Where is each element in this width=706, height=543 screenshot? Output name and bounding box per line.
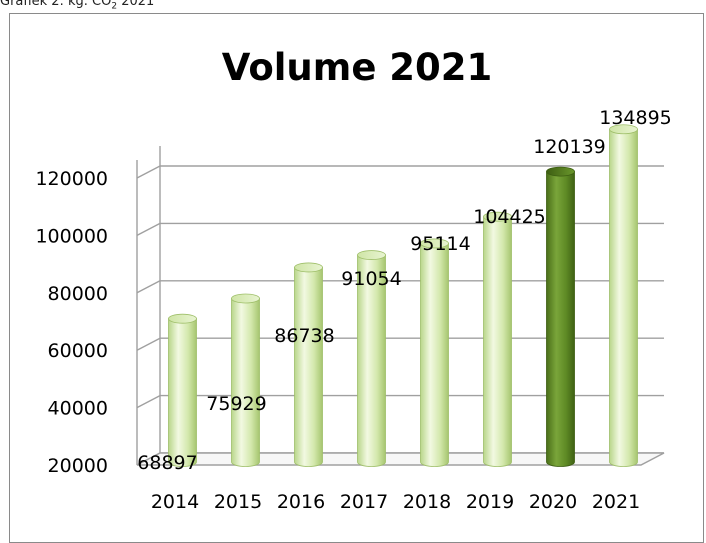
bar-top [231,293,260,304]
bar [231,293,260,467]
bar-top [483,211,512,222]
bar [483,211,512,467]
y-tick-labels: 20000 40000 60000 80000 100000 120000 [35,168,108,477]
data-label: 104425 [473,206,546,228]
bar [609,124,638,467]
x-tick-labels: 2014 2015 2016 2017 2018 2019 2020 2021 [151,491,640,513]
figure-caption: Grafiek 2: kg. CO2 2021 [0,0,155,12]
x-tick-label: 2015 [214,491,262,513]
bar-body [546,171,575,467]
bar [357,250,386,467]
bar-top [357,250,386,260]
x-tick-label: 2018 [403,491,451,513]
bar [420,238,449,467]
bar-top [294,262,323,273]
bar [168,313,197,467]
gridline-connector [136,222,161,237]
bars [168,124,638,467]
data-label: 86738 [274,325,334,347]
x-tick-label: 2021 [592,491,640,513]
chart-floor [136,452,665,466]
data-label: 91054 [341,268,401,290]
data-label: 75929 [206,393,266,415]
bar-body [483,216,512,467]
y-tick-label: 60000 [48,340,108,362]
x-tick-label: 2017 [340,491,388,513]
bar-body [294,267,323,467]
bar-top [420,238,449,249]
bar-top [546,166,575,177]
gridline-connector [136,337,161,351]
bar-body [168,318,197,467]
chart-title: Volume 2021 [222,46,493,89]
x-tick-label: 2014 [151,491,199,513]
bar-top [168,313,197,324]
x-tick-label: 2019 [466,491,514,513]
bar-chart: Volume 2021 20000 40000 60000 80000 100000 12… [35,46,671,513]
x-tick-label: 2016 [277,491,325,513]
bar [546,166,575,467]
gridline-connector [136,280,161,294]
x-tick-label: 2020 [529,491,577,513]
data-label: 68897 [137,452,197,474]
bar-body [357,254,386,467]
data-label: 134895 [599,107,672,129]
gridline-connector [136,165,161,179]
data-label: 95114 [410,233,470,255]
bar-top [609,124,638,135]
gridlines [136,165,664,466]
y-tick-label: 20000 [48,455,108,477]
bar [294,262,323,467]
axes [136,146,665,466]
bar-body [231,298,260,467]
y-tick-label: 40000 [48,398,108,420]
y-tick-label: 100000 [35,225,108,247]
y-tick-label: 120000 [35,168,108,190]
bar-body [609,128,638,467]
gridline-connector [136,394,161,409]
y-tick-label: 80000 [48,283,108,305]
data-label: 120139 [533,136,606,158]
bar-body [420,243,449,467]
